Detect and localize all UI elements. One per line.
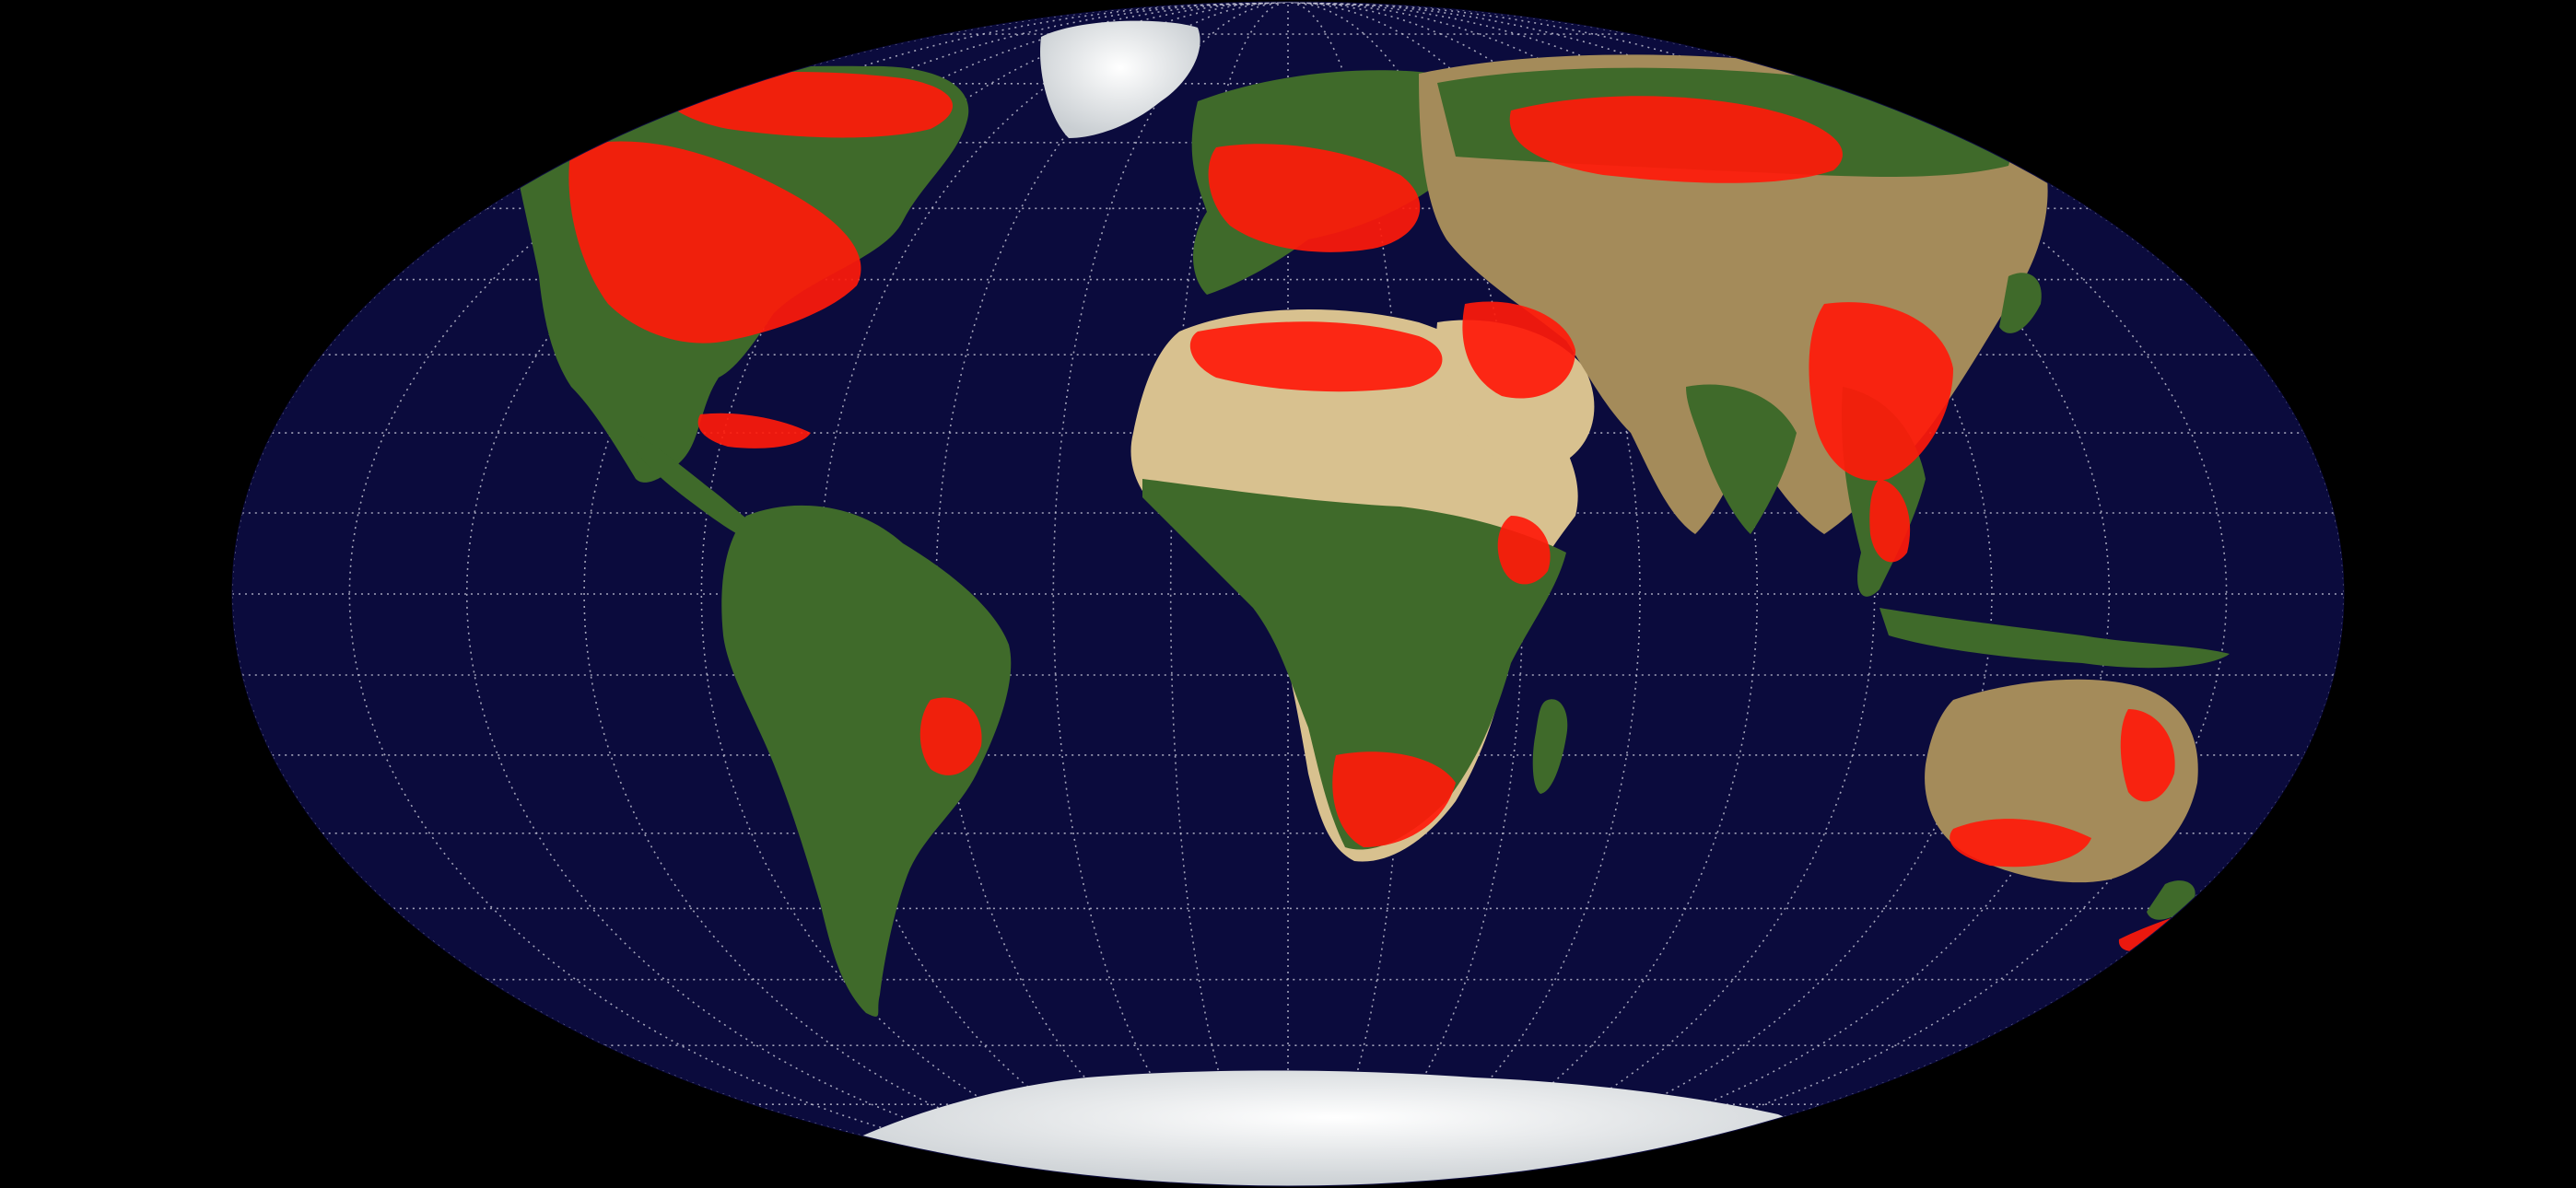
- japan-islands: [1999, 273, 2042, 333]
- india-landmass: [1686, 384, 1797, 534]
- meridian-line: [1052, 2, 1289, 1186]
- china-highlight: [1809, 302, 1953, 481]
- highlighted-regions: [568, 72, 2231, 952]
- central-america-landmass: [636, 433, 764, 542]
- europe-highlight: [1208, 144, 1421, 252]
- meridian-line: [817, 2, 1289, 1186]
- australia-highlight: [1950, 819, 2091, 868]
- ice-caps: [829, 20, 1843, 1186]
- caribbean-highlight: [697, 413, 811, 448]
- globe-outline: [231, 1, 2345, 1187]
- africa-vegetation: [1142, 479, 1566, 850]
- south-america-landmass: [721, 505, 1012, 1017]
- russia-highlight: [1509, 96, 1843, 183]
- brazil-highlight: [919, 697, 982, 775]
- antarctica-ice: [829, 1070, 1843, 1186]
- southeast-asia-highlight: [1869, 479, 1911, 563]
- indonesia-islands: [1879, 608, 2230, 669]
- middle-east-highlight: [1462, 301, 1575, 399]
- sahara-highlight: [1189, 321, 1443, 392]
- meridian-line: [935, 2, 1289, 1186]
- australia-east-highlight: [2120, 709, 2175, 802]
- north-america-highlight: [568, 141, 861, 344]
- madagascar-island: [1532, 699, 1568, 794]
- greenland-ice: [1040, 20, 1200, 139]
- east-africa-highlight: [1497, 516, 1551, 585]
- southern-africa-highlight: [1332, 751, 1456, 847]
